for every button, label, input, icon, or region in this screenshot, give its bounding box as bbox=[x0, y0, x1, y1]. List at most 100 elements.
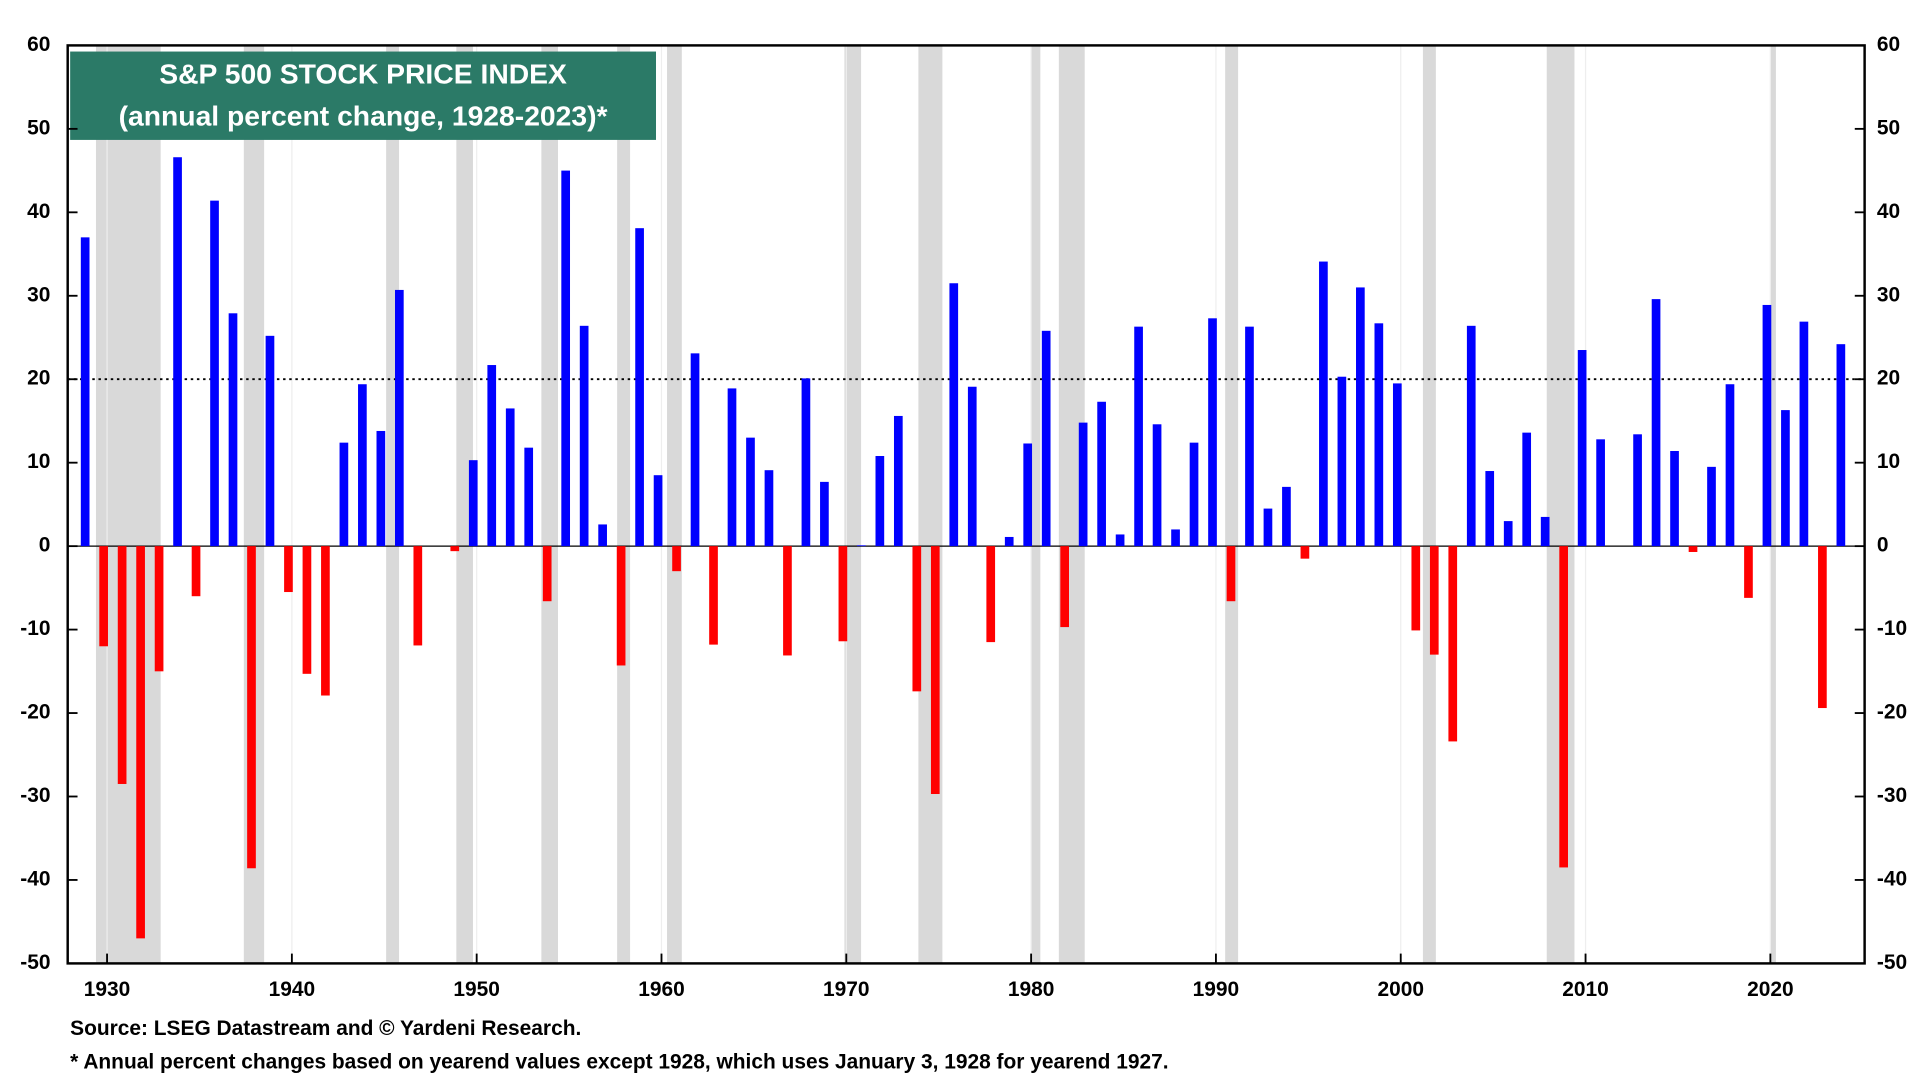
bar bbox=[1319, 261, 1328, 547]
bar bbox=[1503, 521, 1513, 547]
background-layer bbox=[95, 45, 1776, 964]
y-tick-label-left: 20 bbox=[27, 367, 50, 390]
y-tick-label-right: -30 bbox=[1877, 784, 1907, 807]
x-tick-label: 1930 bbox=[84, 978, 131, 1001]
bar bbox=[1300, 546, 1310, 559]
bar bbox=[1411, 546, 1421, 631]
bar bbox=[1356, 287, 1365, 547]
recession-band bbox=[1031, 45, 1041, 964]
bar bbox=[1799, 321, 1809, 547]
x-tick-label: 1990 bbox=[1193, 978, 1240, 1001]
bar bbox=[321, 546, 330, 696]
bar bbox=[1540, 516, 1550, 547]
bar bbox=[838, 546, 848, 642]
bar bbox=[727, 388, 737, 547]
y-tick-label-left: 30 bbox=[27, 283, 50, 306]
x-tick-label: 1960 bbox=[638, 978, 685, 1001]
bar bbox=[690, 353, 700, 547]
bar bbox=[136, 546, 145, 939]
x-tick-label: 1970 bbox=[823, 978, 870, 1001]
y-tick-label-right: 10 bbox=[1877, 450, 1900, 473]
bar bbox=[1762, 304, 1772, 547]
bar bbox=[1004, 536, 1014, 547]
bar bbox=[1559, 546, 1568, 868]
bar bbox=[893, 415, 903, 547]
bar bbox=[505, 408, 515, 547]
bar bbox=[930, 546, 940, 794]
y-tick-label-left: -20 bbox=[20, 701, 50, 724]
y-tick-label-left: 0 bbox=[39, 534, 51, 557]
chart-subtitle: (annual percent change, 1928-2023)* bbox=[119, 99, 608, 131]
recession-band bbox=[541, 45, 558, 964]
y-tick-label-left: 10 bbox=[27, 450, 50, 473]
y-tick-label-left: 40 bbox=[27, 200, 50, 223]
bar bbox=[783, 546, 792, 656]
y-tick-label-left: -50 bbox=[20, 951, 50, 974]
bar bbox=[358, 384, 367, 547]
recession-band bbox=[456, 45, 473, 964]
bar bbox=[99, 546, 108, 647]
bar bbox=[173, 157, 182, 547]
bar bbox=[1263, 508, 1273, 547]
bar bbox=[1152, 424, 1162, 547]
bar bbox=[986, 546, 996, 643]
bar bbox=[801, 378, 811, 547]
y-tick-label-left: -10 bbox=[20, 617, 50, 640]
y-tick-label-right: 0 bbox=[1877, 534, 1889, 557]
recession-band bbox=[95, 45, 161, 964]
bar bbox=[598, 524, 607, 547]
bar bbox=[579, 325, 589, 547]
y-tick-label-right: 40 bbox=[1877, 200, 1900, 223]
bar bbox=[154, 546, 164, 672]
recession-band bbox=[1225, 45, 1239, 964]
bar bbox=[561, 170, 571, 547]
bar bbox=[746, 437, 755, 547]
bar bbox=[1245, 326, 1254, 547]
x-tick-label: 1950 bbox=[453, 978, 500, 1001]
bar bbox=[191, 546, 201, 597]
bar bbox=[524, 447, 534, 547]
bar bbox=[764, 470, 774, 547]
bar bbox=[1448, 546, 1458, 742]
bar bbox=[1189, 442, 1199, 547]
bar bbox=[672, 546, 681, 572]
footnote: * Annual percent changes based on yearen… bbox=[70, 1050, 1168, 1073]
bar bbox=[1097, 401, 1106, 547]
bar bbox=[1208, 318, 1217, 547]
recession-band bbox=[1422, 45, 1436, 964]
recession-band bbox=[617, 45, 631, 964]
bar bbox=[450, 546, 460, 552]
bar bbox=[1818, 546, 1827, 709]
y-tick-label-left: -40 bbox=[20, 867, 50, 890]
bar bbox=[1023, 443, 1033, 547]
bar bbox=[228, 313, 238, 547]
bar bbox=[1670, 450, 1679, 547]
y-tick-label-right: -10 bbox=[1877, 617, 1907, 640]
bar bbox=[1171, 529, 1180, 547]
bar bbox=[80, 237, 90, 547]
bar bbox=[1226, 546, 1236, 602]
bar bbox=[857, 545, 866, 547]
bar bbox=[487, 365, 497, 547]
bar bbox=[616, 546, 626, 666]
bar bbox=[1374, 323, 1384, 547]
y-tick-label-right: 60 bbox=[1877, 33, 1900, 56]
bar bbox=[653, 475, 663, 547]
recession-band bbox=[667, 45, 682, 964]
y-tick-label-left: 50 bbox=[27, 116, 50, 139]
title-box bbox=[70, 51, 656, 140]
bar bbox=[1596, 439, 1605, 547]
y-tick-label-right: 50 bbox=[1877, 116, 1900, 139]
bar bbox=[967, 386, 977, 547]
bar bbox=[302, 546, 312, 674]
bar bbox=[709, 546, 718, 645]
recession-band bbox=[1770, 45, 1776, 964]
recession-band bbox=[918, 45, 943, 964]
plot-frame bbox=[66, 44, 1866, 965]
bar bbox=[1725, 384, 1735, 547]
bar bbox=[210, 200, 219, 547]
bar bbox=[1060, 546, 1070, 628]
y-tick-label-left: 60 bbox=[27, 33, 50, 56]
bar bbox=[875, 456, 885, 547]
